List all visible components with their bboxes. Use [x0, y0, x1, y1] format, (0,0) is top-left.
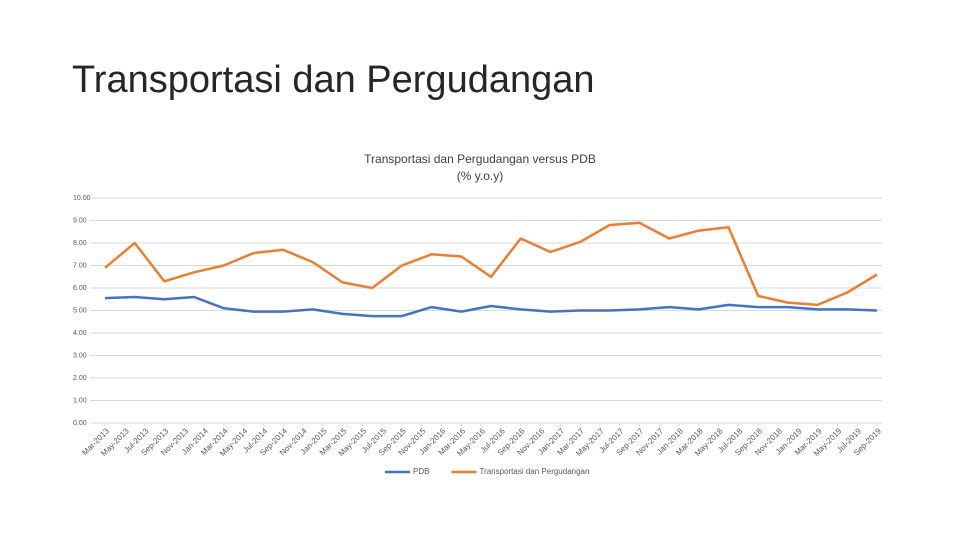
y-tick-label: 2.00 — [73, 375, 87, 382]
y-tick-label: 9.00 — [73, 217, 87, 224]
chart-title: Transportasi dan Pergudangan versus PDB — [364, 152, 596, 166]
legend-label: PDB — [413, 467, 429, 476]
y-tick-label: 1.00 — [73, 397, 87, 404]
series-line — [104, 295, 878, 318]
y-tick-label: 6.00 — [73, 285, 87, 292]
page-title: Transportasi dan Pergudangan — [72, 59, 595, 101]
y-tick-label: 0.00 — [73, 420, 87, 427]
series-line — [104, 221, 878, 307]
y-tick-label: 8.00 — [73, 240, 87, 247]
y-tick-label: 7.00 — [73, 262, 87, 269]
y-tick-label: 10.00 — [73, 195, 91, 202]
chart-subtitle: (% y.o.y) — [457, 169, 503, 183]
y-tick-label: 5.00 — [73, 307, 87, 314]
legend-label: Transportasi dan Pergudangan — [479, 467, 589, 476]
y-tick-label: 3.00 — [73, 352, 87, 359]
y-tick-label: 4.00 — [73, 330, 87, 337]
